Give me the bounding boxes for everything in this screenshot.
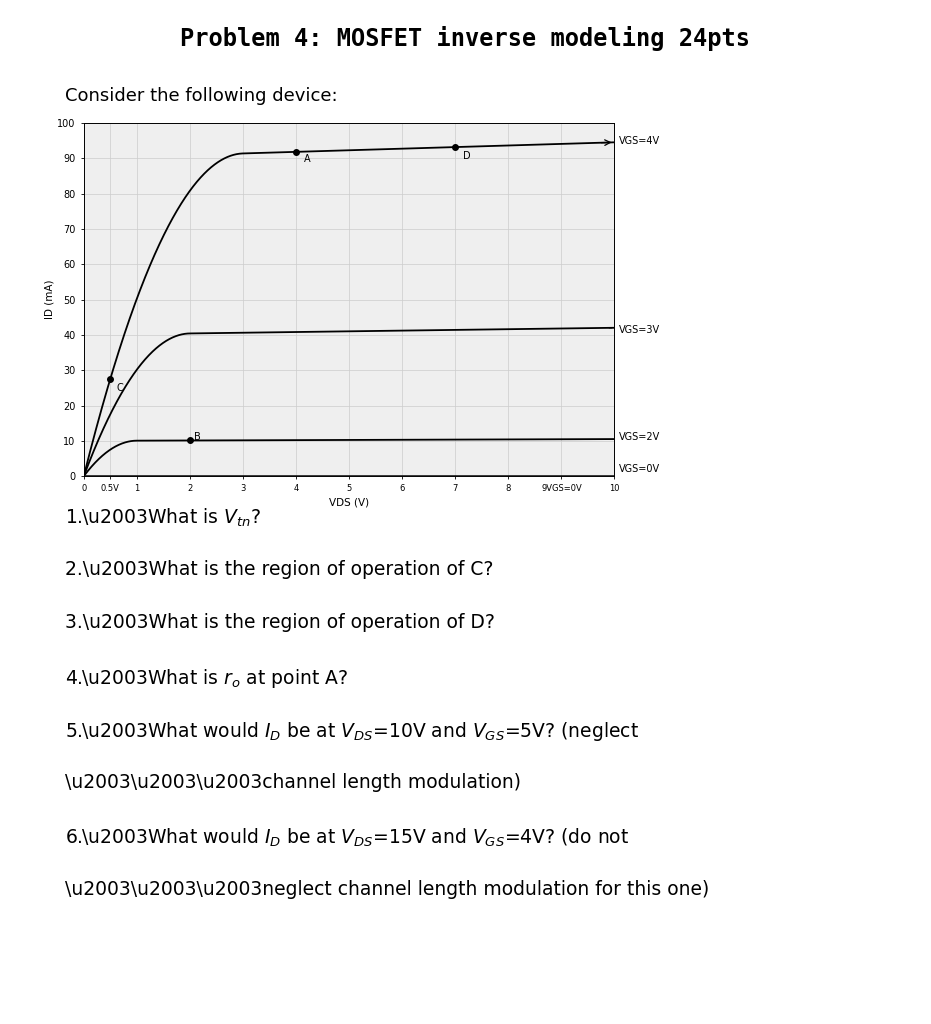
Text: 6.\u2003What would $I_D$ be at $V_{DS}$=15V and $V_{GS}$=4V? (do not: 6.\u2003What would $I_D$ be at $V_{DS}$=… xyxy=(65,826,629,849)
Y-axis label: ID (mA): ID (mA) xyxy=(45,280,54,319)
Text: A: A xyxy=(304,154,311,164)
Text: Problem 4: MOSFET inverse modeling 24pts: Problem 4: MOSFET inverse modeling 24pts xyxy=(181,26,750,50)
Text: Consider the following device:: Consider the following device: xyxy=(65,87,338,105)
Text: \u2003\u2003\u2003neglect channel length modulation for this one): \u2003\u2003\u2003neglect channel length… xyxy=(65,880,709,899)
Text: C: C xyxy=(116,383,124,392)
Text: VGS=4V: VGS=4V xyxy=(619,135,660,145)
Text: 1.\u2003What is $V_{tn}$?: 1.\u2003What is $V_{tn}$? xyxy=(65,507,262,529)
Text: VGS=3V: VGS=3V xyxy=(619,325,660,335)
Text: VGS=2V: VGS=2V xyxy=(619,432,660,442)
Text: D: D xyxy=(464,151,471,161)
Text: 3.\u2003What is the region of operation of D?: 3.\u2003What is the region of operation … xyxy=(65,613,495,633)
Text: \u2003\u2003\u2003channel length modulation): \u2003\u2003\u2003channel length modulat… xyxy=(65,773,521,793)
Text: 5.\u2003What would $I_D$ be at $V_{DS}$=10V and $V_{GS}$=5V? (neglect: 5.\u2003What would $I_D$ be at $V_{DS}$=… xyxy=(65,720,640,742)
X-axis label: VDS (V): VDS (V) xyxy=(329,498,370,508)
Text: 2.\u2003What is the region of operation of C?: 2.\u2003What is the region of operation … xyxy=(65,560,493,580)
Text: B: B xyxy=(195,432,201,442)
Text: VGS=0V: VGS=0V xyxy=(619,465,660,474)
Text: 4.\u2003What is $r_o$ at point A?: 4.\u2003What is $r_o$ at point A? xyxy=(65,667,348,689)
